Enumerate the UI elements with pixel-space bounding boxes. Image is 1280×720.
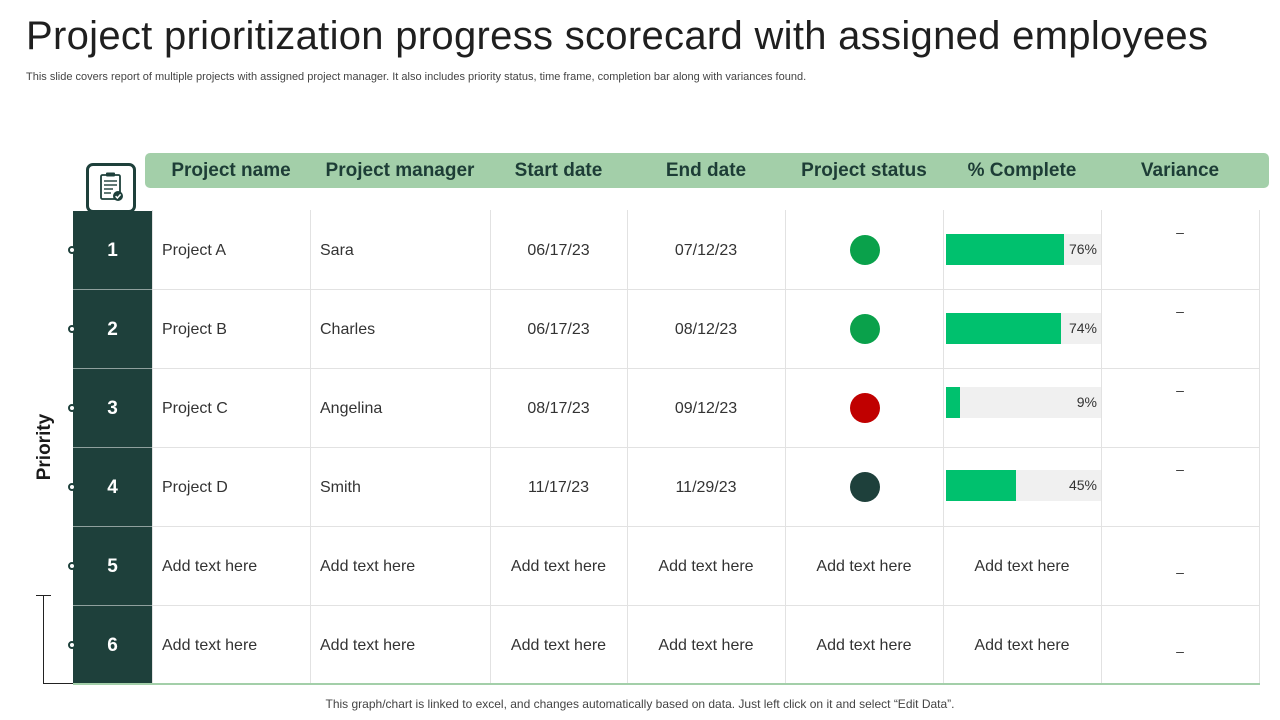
end-date-cell: 07/12/23 bbox=[674, 242, 738, 259]
variance-cell: – bbox=[1176, 564, 1184, 580]
start-date-cell: 11/17/23 bbox=[527, 479, 590, 496]
row-divider bbox=[152, 289, 1260, 290]
bracket-bottom-tick bbox=[43, 683, 73, 684]
status-indicator-green bbox=[850, 235, 880, 265]
row-bullet bbox=[68, 246, 76, 254]
priority-number-column: 1 2 3 4 5 6 bbox=[73, 211, 152, 684]
page-subtitle: This slide covers report of multiple pro… bbox=[26, 71, 807, 83]
progress-bar-fill bbox=[946, 234, 1064, 265]
variance-cell: – bbox=[1176, 643, 1184, 659]
project-name-cell: Project A bbox=[162, 242, 227, 259]
clipboard-check-icon bbox=[86, 163, 136, 213]
progress-bar-fill bbox=[946, 470, 1016, 501]
project-manager-cell: Angelina bbox=[320, 400, 383, 417]
column-header-end-date: End date bbox=[665, 160, 747, 181]
page-title: Project prioritization progress scorecar… bbox=[26, 14, 1209, 58]
column-divider bbox=[310, 210, 311, 684]
status-indicator-dark bbox=[850, 472, 880, 502]
priority-number: 6 bbox=[107, 635, 118, 656]
end-date-cell: Add text here bbox=[658, 637, 754, 654]
row-divider bbox=[152, 605, 1260, 606]
percent-complete-cell: Add text here bbox=[974, 637, 1070, 654]
progress-bar-fill bbox=[946, 313, 1061, 344]
number-divider bbox=[73, 447, 152, 448]
footnote: This graph/chart is linked to excel, and… bbox=[325, 697, 955, 711]
column-header-start-date: Start date bbox=[514, 160, 603, 181]
progress-percent: 9% bbox=[1076, 394, 1097, 410]
project-status-cell: Add text here bbox=[816, 637, 912, 654]
project-manager-cell: Charles bbox=[320, 321, 376, 338]
column-divider bbox=[627, 210, 628, 684]
project-manager-cell: Add text here bbox=[320, 558, 416, 575]
column-divider bbox=[943, 210, 944, 684]
progress-percent: 74% bbox=[1068, 320, 1097, 336]
row-divider bbox=[152, 447, 1260, 448]
end-date-cell: Add text here bbox=[658, 558, 754, 575]
column-header-project-manager: Project manager bbox=[325, 160, 475, 181]
progress-bar-track: 45% bbox=[946, 470, 1101, 501]
start-date-cell: Add text here bbox=[510, 637, 607, 654]
project-status-cell: Add text here bbox=[816, 558, 912, 575]
project-name-cell: Project C bbox=[162, 400, 228, 417]
bracket-top-tick bbox=[36, 595, 51, 596]
column-header-variance: Variance bbox=[1140, 160, 1220, 181]
row-bullet bbox=[68, 562, 76, 570]
progress-bar-fill bbox=[946, 387, 960, 418]
row-divider bbox=[152, 526, 1260, 527]
priority-number: 3 bbox=[107, 398, 118, 419]
number-divider bbox=[73, 368, 152, 369]
progress-bar-track: 9% bbox=[946, 387, 1101, 418]
variance-cell: – bbox=[1176, 303, 1184, 319]
end-date-cell: 08/12/23 bbox=[674, 321, 738, 338]
column-header-project-status: Project status bbox=[801, 160, 927, 181]
column-divider bbox=[785, 210, 786, 684]
row-bullet bbox=[68, 483, 76, 491]
column-header-project-name: Project name bbox=[171, 160, 291, 181]
row-bullet bbox=[68, 641, 76, 649]
priority-number: 5 bbox=[107, 556, 118, 577]
table-bottom-rule bbox=[73, 683, 1260, 685]
number-divider bbox=[73, 289, 152, 290]
row-bullet bbox=[68, 404, 76, 412]
project-name-cell: Add text here bbox=[162, 558, 258, 575]
variance-cell: – bbox=[1176, 461, 1184, 477]
number-divider bbox=[73, 605, 152, 606]
row-bullet bbox=[68, 325, 76, 333]
percent-complete-cell: Add text here bbox=[974, 558, 1070, 575]
start-date-cell: Add text here bbox=[510, 558, 607, 575]
row-divider bbox=[152, 368, 1260, 369]
project-name-cell: Project D bbox=[162, 479, 228, 496]
project-manager-cell: Sara bbox=[320, 242, 354, 259]
column-header-percent-complete: % Complete bbox=[967, 160, 1077, 181]
priority-number: 2 bbox=[107, 319, 118, 340]
number-divider bbox=[73, 526, 152, 527]
project-name-cell: Project B bbox=[162, 321, 227, 338]
status-indicator-green bbox=[850, 314, 880, 344]
column-divider bbox=[490, 210, 491, 684]
bracket-line bbox=[43, 595, 44, 684]
column-divider bbox=[1101, 210, 1102, 684]
end-date-cell: 11/29/23 bbox=[675, 479, 737, 496]
project-manager-cell: Add text here bbox=[320, 637, 416, 654]
priority-number: 1 bbox=[107, 240, 118, 261]
start-date-cell: 06/17/23 bbox=[527, 242, 590, 259]
progress-percent: 45% bbox=[1068, 477, 1097, 493]
end-date-cell: 09/12/23 bbox=[674, 400, 738, 417]
table-header: Project name Project manager Start date … bbox=[145, 153, 1269, 188]
variance-cell: – bbox=[1176, 224, 1184, 240]
project-name-cell: Add text here bbox=[162, 637, 258, 654]
progress-percent: 76% bbox=[1068, 241, 1097, 257]
progress-bar-track: 76% bbox=[946, 234, 1101, 265]
priority-number: 4 bbox=[107, 477, 118, 498]
progress-bar-track: 74% bbox=[946, 313, 1101, 344]
status-indicator-red bbox=[850, 393, 880, 423]
start-date-cell: 06/17/23 bbox=[527, 321, 590, 338]
priority-axis-label: Priority bbox=[34, 413, 55, 481]
start-date-cell: 08/17/23 bbox=[527, 400, 590, 417]
project-manager-cell: Smith bbox=[320, 479, 361, 496]
variance-cell: – bbox=[1176, 382, 1184, 398]
